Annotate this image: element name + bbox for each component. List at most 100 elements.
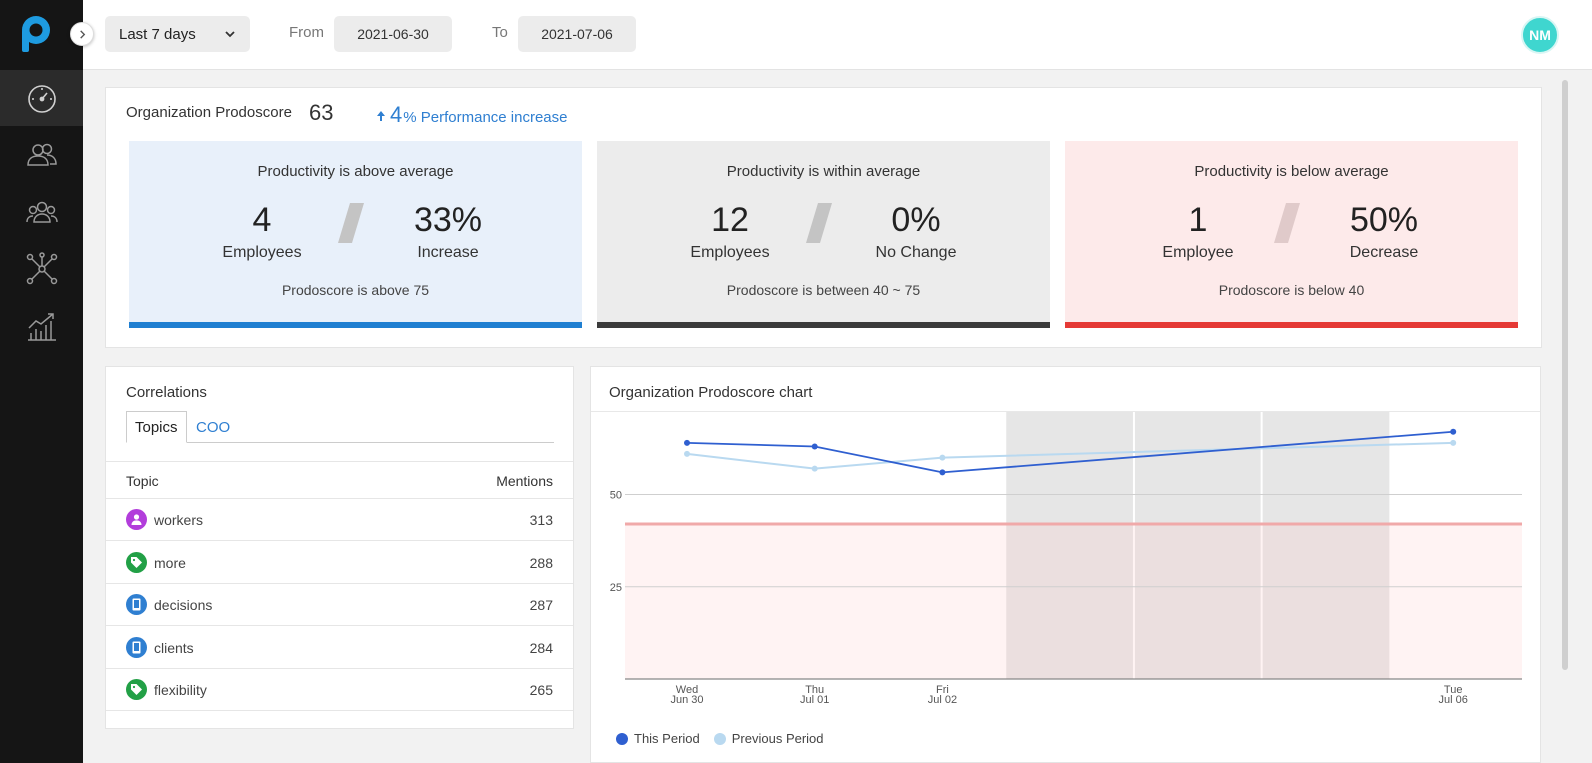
tab-coo[interactable]: COO — [196, 418, 231, 436]
card-title: Productivity is within average — [726, 163, 921, 180]
chart-legend: This Period Previous Period — [616, 731, 838, 746]
users-icon — [26, 143, 57, 166]
slash-divider — [338, 203, 364, 243]
prodoscore-chart-panel: Organization Prodoscore chart 50 25 Wed Jun… — [590, 366, 1541, 763]
x-tick-day-label: Wed — [676, 684, 698, 696]
top-bar: Last 7 days From 2021-06-30 To 2021-07-0… — [83, 0, 1592, 70]
data-point-this-period — [811, 443, 818, 450]
card-count-label: Employees — [690, 244, 770, 261]
x-tick-date-label: Jul 01 — [800, 694, 829, 706]
topic-mentions: 265 — [529, 682, 553, 698]
page-scrollbar[interactable] — [1562, 80, 1568, 670]
table-row[interactable]: flexibility 265 — [106, 669, 573, 711]
tag-icon — [131, 556, 142, 568]
nav-employees[interactable] — [0, 127, 83, 183]
nav-teams[interactable] — [0, 184, 83, 240]
data-point-previous-period — [811, 465, 818, 472]
card-percent: 33% — [413, 201, 483, 239]
column-header-mentions[interactable]: Mentions — [496, 473, 553, 489]
card-count-label: Employees — [222, 244, 302, 261]
card-indicator-bar — [597, 322, 1050, 328]
chevron-right-icon — [79, 29, 85, 39]
to-label: To — [492, 24, 508, 41]
user-avatar[interactable]: NM — [1521, 16, 1559, 54]
card-count-label: Employee — [1162, 244, 1234, 261]
x-tick-date-label: Jul 06 — [1439, 694, 1468, 706]
tablet-icon — [132, 598, 141, 611]
data-point-previous-period — [684, 450, 690, 457]
topic-name: more — [154, 554, 186, 571]
card-percent-label: Increase — [417, 244, 479, 261]
to-date-input[interactable]: 2021-07-06 — [518, 16, 636, 52]
correlations-panel: Correlations Topics COO Topic Mentions w… — [105, 366, 574, 729]
slash-divider — [806, 203, 832, 243]
card-title: Productivity is above average — [257, 163, 454, 180]
sidebar-toggle-button[interactable] — [70, 22, 94, 46]
card-percent-label: Decrease — [1349, 244, 1419, 261]
person-icon — [131, 514, 142, 525]
y-tick-label: 25 — [610, 582, 622, 594]
table-row[interactable]: clients 284 — [106, 627, 573, 669]
data-point-previous-period — [1450, 439, 1457, 446]
table-row[interactable]: decisions 287 — [106, 584, 573, 626]
from-date-input[interactable]: 2021-06-30 — [334, 16, 452, 52]
tag-icon — [131, 684, 142, 695]
card-count: 1 — [1188, 201, 1208, 239]
column-header-topic[interactable]: Topic — [126, 473, 159, 489]
card-indicator-bar — [129, 322, 582, 328]
correlations-title: Correlations — [126, 384, 207, 401]
table-row[interactable]: workers 313 — [106, 499, 573, 541]
table-row[interactable]: more 288 — [106, 542, 573, 584]
card-note: Prodoscore is between 40 ~ 75 — [726, 282, 921, 298]
data-point-this-period — [1450, 428, 1457, 435]
card-above-average: Productivity is above average 4 Employee… — [129, 141, 582, 328]
topic-name: workers — [154, 512, 204, 528]
nav-analytics[interactable] — [0, 298, 83, 354]
prodoscore-logo[interactable] — [17, 14, 53, 54]
sidebar — [0, 0, 83, 763]
below-average-zone — [625, 524, 1522, 679]
legend-dot — [713, 732, 726, 745]
data-point-this-period — [939, 469, 946, 476]
x-tick-date-label: Jun 30 — [670, 694, 703, 706]
tab-topics[interactable]: Topics — [126, 411, 187, 443]
correlations-tabs: Topics COO — [126, 411, 554, 443]
slash-divider — [1274, 203, 1300, 243]
card-title: Productivity is below average — [1194, 163, 1389, 180]
date-range-value: Last 7 days — [119, 25, 196, 43]
card-below-average: Productivity is below average 1 Employee… — [1065, 141, 1518, 328]
nav-dashboard[interactable] — [0, 70, 83, 126]
org-prodoscore-value: 63 — [309, 100, 334, 125]
org-prodoscore-label: Organization Prodoscore — [126, 104, 292, 121]
nav-network[interactable] — [0, 241, 83, 297]
date-range-select[interactable]: Last 7 days — [105, 16, 250, 52]
legend-dot — [616, 732, 628, 745]
series-line-this-period — [686, 430, 1454, 474]
chevron-down-icon — [225, 31, 235, 38]
topic-mentions: 313 — [529, 512, 553, 528]
topic-category-icon — [126, 509, 147, 530]
topic-mentions: 284 — [529, 639, 553, 656]
chart-title: Organization Prodoscore chart — [609, 384, 813, 401]
card-count: 12 — [711, 201, 749, 239]
series-line-previous-period — [686, 441, 1454, 470]
y-tick-label: 50 — [610, 490, 622, 502]
correlations-table-header: Topic Mentions — [106, 461, 573, 499]
topic-name: clients — [154, 639, 194, 656]
from-label: From — [289, 24, 324, 41]
topic-mentions: 287 — [529, 597, 553, 613]
data-point-this-period — [684, 439, 690, 446]
topic-category-icon — [126, 594, 147, 615]
analytics-icon — [27, 313, 56, 341]
topic-mentions: 288 — [529, 554, 553, 571]
card-within-average: Productivity is within average 12 Employ… — [597, 141, 1050, 328]
performance-change-value: 4 — [390, 102, 403, 127]
legend-item-previous-period[interactable]: Previous Period — [713, 731, 824, 746]
speedometer-icon — [27, 85, 56, 113]
legend-item-this-period[interactable]: This Period — [616, 731, 700, 746]
card-count: 4 — [252, 201, 272, 239]
weekend-shading — [1006, 412, 1390, 679]
performance-change-text: % Performance increase — [403, 109, 568, 126]
topic-category-icon — [126, 551, 147, 573]
